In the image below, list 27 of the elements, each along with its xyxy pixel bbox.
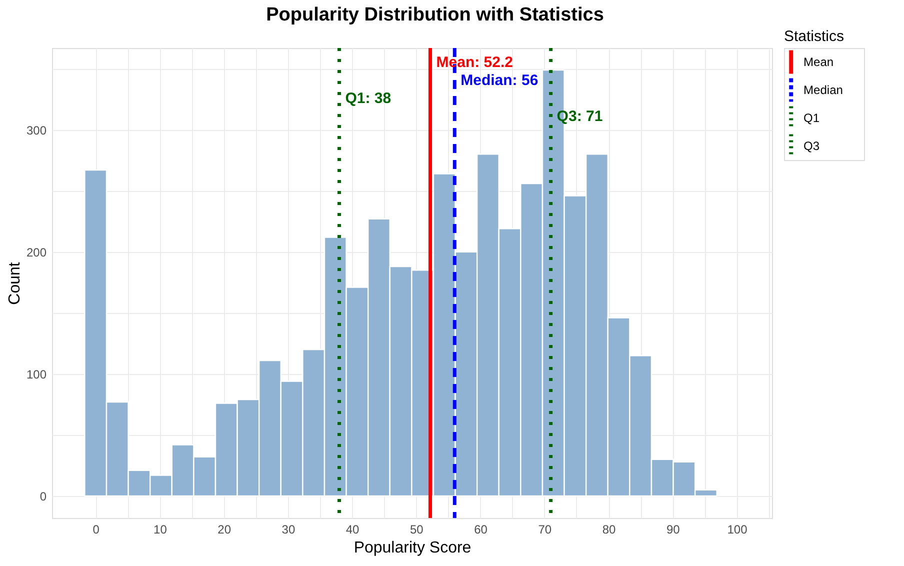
- x-tick-label: 50: [410, 522, 424, 536]
- ref-line-label: Mean: 52.2: [436, 54, 513, 71]
- text: Q3: [804, 139, 820, 153]
- x-tick-label: 90: [666, 522, 680, 536]
- ref-line-label: Q1: 38: [345, 90, 392, 107]
- ref-line-label: Median: 56: [460, 72, 538, 89]
- x-tick-label: 0: [92, 522, 100, 536]
- x-tick-label: 10: [154, 522, 168, 536]
- x-tick-label: 100: [727, 522, 748, 536]
- x-tick-label: 30: [282, 522, 296, 536]
- chart-title: Popularity Distribution with Statistics: [266, 4, 604, 26]
- x-tick-label: 70: [538, 522, 552, 536]
- x-tick-label: 40: [346, 522, 360, 536]
- x-tick-label: 80: [602, 522, 616, 536]
- y-tick-label: 300: [26, 123, 47, 138]
- y-axis-title: Count: [6, 262, 24, 305]
- text: Mean: [804, 55, 834, 69]
- x-axis-title: Popularity Score: [354, 540, 472, 556]
- y-tick-label: 100: [26, 367, 47, 382]
- text: Q1: [804, 111, 820, 125]
- x-tick-label: 60: [474, 522, 488, 536]
- y-tick-label: 0: [40, 490, 47, 504]
- x-tick-label: 20: [218, 522, 232, 536]
- y-tick-label: 200: [26, 245, 47, 260]
- legend-title: Statistics: [784, 28, 844, 45]
- ref-line-label: Q3: 71: [556, 108, 603, 125]
- text: Median: [804, 83, 843, 97]
